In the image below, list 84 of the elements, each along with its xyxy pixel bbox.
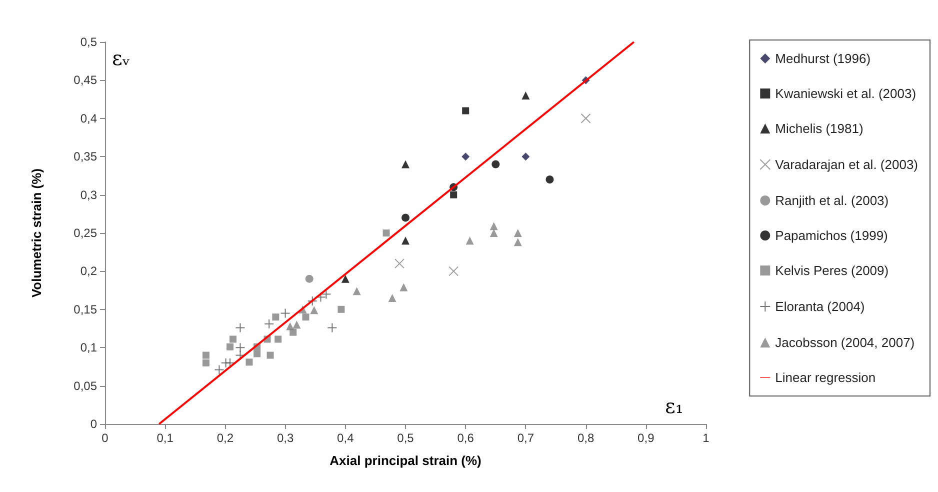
point <box>230 336 237 343</box>
point <box>522 91 530 100</box>
legend-label: Michelis (1981) <box>775 121 864 136</box>
y-tick-label: 0,25 <box>74 226 98 240</box>
point <box>292 320 301 329</box>
point <box>341 274 350 283</box>
point <box>492 160 500 168</box>
annotation: ε₁ <box>665 394 684 418</box>
point <box>382 230 390 236</box>
legend-label: Medhurst (1996) <box>775 51 871 66</box>
point <box>274 336 282 343</box>
point <box>462 107 470 114</box>
point <box>264 318 274 329</box>
point <box>327 322 338 333</box>
y-tick-label: 0,3 <box>80 188 98 202</box>
x-tick-label: 0,7 <box>517 431 534 445</box>
legend-label: Eloranta (2004) <box>775 299 865 314</box>
point <box>305 274 314 283</box>
point <box>462 152 470 161</box>
point <box>226 343 234 350</box>
point <box>466 236 474 245</box>
point <box>546 176 554 184</box>
y-tick-label: 0,4 <box>80 111 98 126</box>
point <box>246 358 253 366</box>
legend-label: Ranjith et al. (2003) <box>775 193 889 208</box>
point <box>522 152 530 161</box>
legend-label: Linear regression <box>775 370 876 385</box>
y-tick-label: 0,15 <box>74 302 98 316</box>
point <box>202 359 210 366</box>
legend-label: Kelvis Peres (2009) <box>775 263 889 278</box>
y-axis-title: Volumetric strain (%) <box>29 168 44 298</box>
point <box>266 352 274 359</box>
x-tick-label: 0,6 <box>457 431 474 445</box>
y-tick-label: 0,45 <box>74 73 98 88</box>
y-tick-label: 0,5 <box>80 35 98 49</box>
point <box>394 258 404 269</box>
point <box>580 113 591 124</box>
point <box>286 322 294 330</box>
y-tick-label: 0 <box>90 417 98 431</box>
point <box>388 294 396 302</box>
point <box>514 238 522 246</box>
x-tick-label: 1 <box>702 431 710 445</box>
y-tick-label: 0,2 <box>80 264 98 278</box>
y-tick-label: 0,1 <box>80 340 98 355</box>
point <box>450 191 458 198</box>
point <box>235 350 246 360</box>
point <box>321 289 332 300</box>
point <box>235 322 246 333</box>
x-tick-label: 0,3 <box>276 431 294 445</box>
point <box>280 308 290 318</box>
point <box>514 229 522 237</box>
x-tick-label: 0,9 <box>638 431 655 445</box>
point <box>448 266 459 276</box>
point <box>310 306 318 314</box>
point <box>272 314 280 321</box>
x-tick-label: 0,8 <box>577 431 594 445</box>
point <box>307 296 318 306</box>
x-tick-label: 0,4 <box>337 431 354 445</box>
point <box>202 352 210 359</box>
point <box>352 287 361 296</box>
legend-label: Jacobsson (2004, 2007) <box>775 335 915 350</box>
point <box>290 328 297 336</box>
x-tick-label: 0 <box>102 431 109 445</box>
x-axis-title: Axial principal strain (%) <box>330 453 482 468</box>
y-tick-label: 0,35 <box>74 150 98 164</box>
point <box>338 306 345 313</box>
legend-label: Papamichos (1999) <box>775 228 888 243</box>
point <box>402 214 410 222</box>
point <box>402 160 410 168</box>
legend-label: Varadarajan et al. (2003) <box>775 157 918 172</box>
x-tick-label: 0,2 <box>216 431 234 445</box>
legend-label: Kwaniewski et al. (2003) <box>775 86 916 101</box>
x-tick-label: 0,5 <box>397 431 414 445</box>
point <box>400 283 408 292</box>
point <box>302 314 310 321</box>
point <box>214 364 224 375</box>
x-tick-label: 0,1 <box>156 431 174 445</box>
point <box>490 222 498 230</box>
point <box>402 236 410 245</box>
point <box>235 342 246 353</box>
point <box>254 350 261 358</box>
point <box>490 229 498 237</box>
annotation: εᵥ <box>112 46 130 70</box>
y-tick-label: 0,05 <box>74 378 98 393</box>
